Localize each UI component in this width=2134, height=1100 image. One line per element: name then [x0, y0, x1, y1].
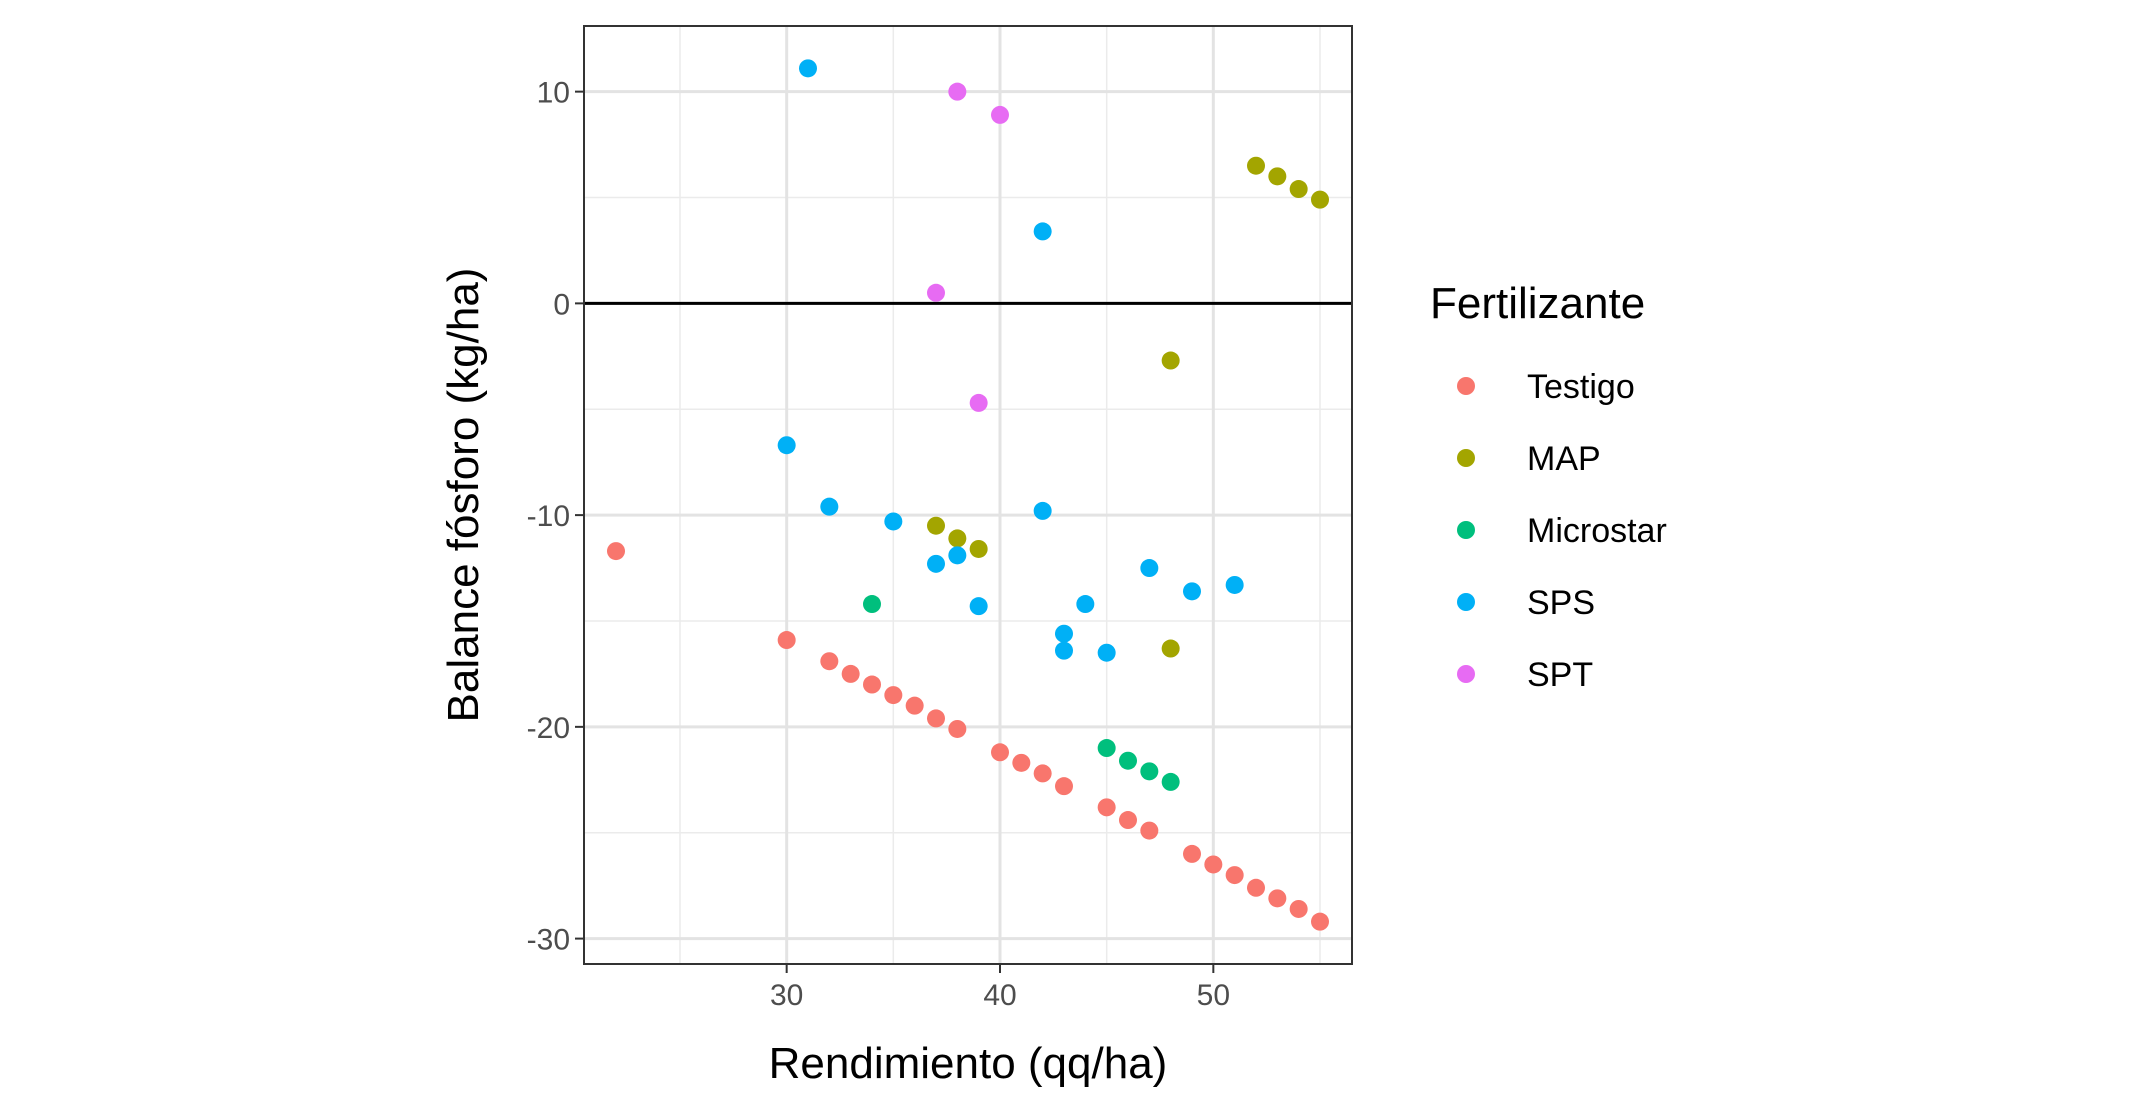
x-tick-label: 50 — [1197, 979, 1230, 1012]
point-testigo — [1311, 912, 1329, 931]
point-testigo — [1204, 855, 1223, 874]
point-sps — [1097, 643, 1116, 662]
point-map — [1247, 156, 1265, 175]
legend-label-microstar: Microstar — [1527, 512, 1667, 550]
point-testigo — [905, 696, 924, 715]
x-axis: 30 40 50 — [770, 964, 1230, 1012]
plot-border — [583, 25, 1353, 965]
point-map — [927, 516, 945, 535]
point-spt — [969, 393, 988, 412]
point-sps — [1225, 575, 1244, 594]
point-map — [1268, 167, 1287, 186]
point-spt — [927, 283, 945, 302]
point-testigo — [948, 719, 967, 738]
point-map — [1161, 639, 1180, 658]
point-testigo — [927, 709, 945, 728]
point-testigo — [1289, 899, 1308, 918]
point-sps — [1055, 624, 1073, 643]
x-tick-label: 40 — [983, 979, 1016, 1012]
point-spt — [948, 82, 967, 101]
point-testigo — [1225, 866, 1244, 885]
point-testigo — [841, 664, 860, 683]
plot-panel — [584, 26, 1352, 964]
legend-label-map: MAP — [1527, 440, 1601, 478]
point-testigo — [1055, 777, 1073, 796]
point-testigo — [1140, 821, 1159, 840]
y-axis: 10 0 -10 -20 -30 — [527, 77, 584, 957]
point-sps — [927, 554, 945, 573]
point-testigo — [1247, 878, 1265, 897]
legend-key-microstar — [1457, 521, 1475, 539]
point-map — [969, 539, 988, 558]
y-tick-label: -20 — [527, 712, 570, 745]
point-microstar — [1140, 762, 1159, 781]
point-sps — [1076, 595, 1095, 614]
y-axis-title: Balance fósforo (kg/ha) — [439, 268, 488, 723]
point-testigo — [1183, 844, 1201, 863]
point-testigo — [1119, 811, 1137, 830]
legend-key-sps — [1457, 593, 1475, 611]
legend: Fertilizante Testigo MAP Microstar SPS SPT — [1430, 279, 1667, 694]
minor-gridlines — [584, 26, 1352, 964]
y-tick-label: 10 — [537, 77, 570, 110]
point-sps — [799, 59, 817, 78]
point-sps — [1033, 222, 1052, 241]
point-testigo — [1033, 764, 1052, 783]
point-testigo — [1268, 889, 1287, 908]
point-microstar — [863, 595, 881, 614]
legend-key-testigo — [1457, 377, 1475, 395]
point-sps — [948, 546, 967, 565]
data-points — [607, 59, 1329, 931]
point-testigo — [777, 631, 796, 650]
legend-label-spt: SPT — [1527, 656, 1593, 694]
point-testigo — [607, 542, 625, 561]
point-sps — [884, 512, 903, 531]
point-map — [1311, 190, 1329, 209]
point-testigo — [991, 743, 1009, 762]
point-map — [1289, 180, 1308, 199]
legend-title: Fertilizante — [1430, 279, 1645, 328]
legend-key-spt — [1457, 665, 1475, 683]
point-testigo — [1097, 798, 1116, 817]
x-axis-title: Rendimiento (qq/ha) — [769, 1039, 1168, 1088]
x-tick-label: 30 — [770, 979, 803, 1012]
legend-label-testigo: Testigo — [1527, 368, 1635, 406]
point-microstar — [1161, 772, 1180, 791]
point-map — [948, 529, 967, 548]
point-sps — [1140, 559, 1159, 578]
y-tick-label: -10 — [527, 500, 570, 533]
point-testigo — [884, 686, 903, 705]
point-spt — [991, 105, 1009, 124]
legend-label-sps: SPS — [1527, 584, 1595, 622]
point-sps — [969, 597, 988, 616]
point-testigo — [863, 675, 881, 694]
point-sps — [1183, 582, 1201, 601]
point-sps — [1033, 501, 1052, 520]
legend-items: Testigo MAP Microstar SPS SPT — [1457, 368, 1667, 694]
y-tick-label: -30 — [527, 924, 570, 957]
point-microstar — [1119, 751, 1137, 770]
point-map — [1161, 351, 1180, 370]
point-sps — [820, 497, 839, 516]
y-tick-label: 0 — [553, 288, 570, 321]
point-testigo — [820, 652, 839, 671]
point-testigo — [1012, 753, 1031, 772]
point-sps — [777, 436, 796, 455]
point-microstar — [1097, 739, 1116, 758]
legend-key-map — [1457, 449, 1475, 467]
point-sps — [1055, 641, 1073, 660]
